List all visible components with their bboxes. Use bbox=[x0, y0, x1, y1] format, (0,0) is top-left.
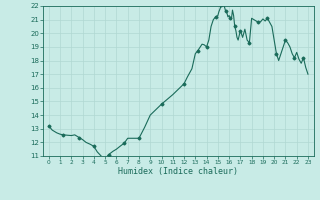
X-axis label: Humidex (Indice chaleur): Humidex (Indice chaleur) bbox=[118, 167, 238, 176]
